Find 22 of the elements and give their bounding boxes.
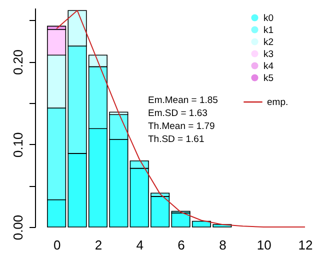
x-tick-label: 4 bbox=[136, 238, 144, 252]
annotation: Em.Mean = 1.85 bbox=[148, 95, 218, 106]
legend-label: k2 bbox=[264, 36, 274, 48]
legend-label: k3 bbox=[264, 48, 274, 60]
line-series bbox=[56, 10, 306, 228]
legend-label: emp. bbox=[267, 97, 288, 108]
x-tick-label: 8 bbox=[219, 238, 226, 252]
y-tick-label: 0.00 bbox=[10, 214, 26, 240]
x-tick-label: 2 bbox=[94, 238, 102, 252]
annotation: Th.SD = 1.61 bbox=[148, 134, 204, 145]
annotation: Th.Mean = 1.79 bbox=[148, 121, 215, 132]
legend-label: k1 bbox=[264, 24, 274, 36]
x-tick-label: 0 bbox=[53, 238, 61, 252]
x-tick-label: 10 bbox=[256, 238, 272, 252]
y-tick-label: 0.10 bbox=[10, 132, 26, 158]
annotation: Em.SD = 1.63 bbox=[148, 108, 208, 119]
legend-label: k5 bbox=[264, 72, 274, 84]
x-tick-label: 12 bbox=[298, 238, 313, 252]
x-tick-label: 6 bbox=[178, 238, 185, 252]
legend-label: k0 bbox=[264, 12, 274, 24]
legend-label: k4 bbox=[264, 60, 274, 72]
y-tick-label: 0.20 bbox=[10, 50, 26, 75]
